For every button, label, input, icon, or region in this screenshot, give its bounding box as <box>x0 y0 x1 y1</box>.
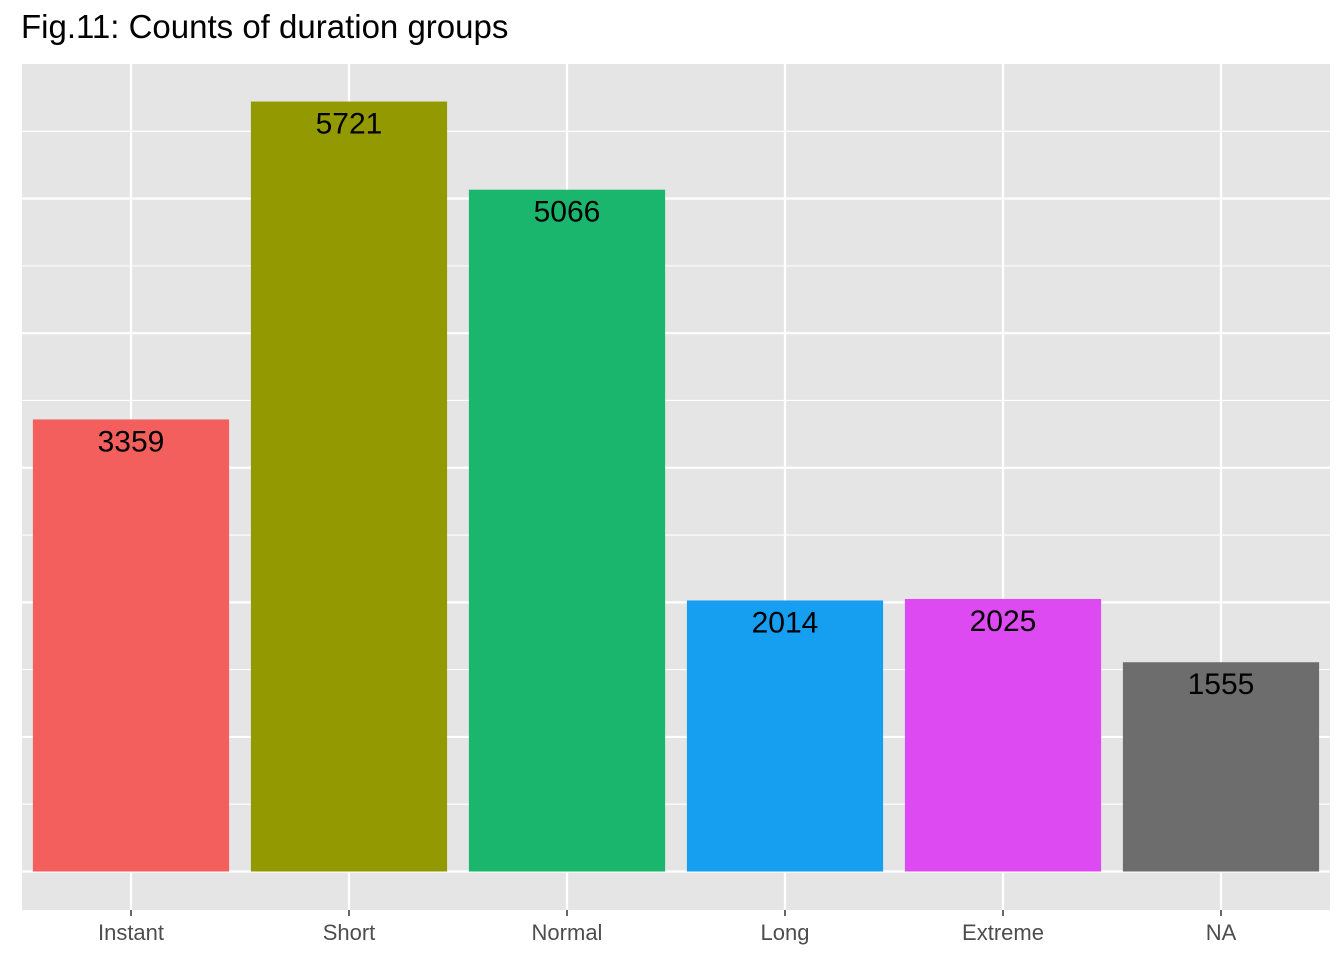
data-label: 5066 <box>534 196 601 229</box>
bar-na <box>1122 662 1320 872</box>
x-tick-label: Extreme <box>962 920 1044 945</box>
x-tick-label: Instant <box>98 920 164 945</box>
bar-normal <box>468 189 666 872</box>
data-label: 2014 <box>752 606 819 639</box>
data-label: 2025 <box>970 605 1037 638</box>
bar-short <box>250 101 448 872</box>
x-tick-label: Short <box>323 920 376 945</box>
data-label: 5721 <box>316 108 383 141</box>
data-label: 3359 <box>98 425 165 458</box>
x-tick-label: NA <box>1206 920 1237 945</box>
bar-extreme <box>904 598 1102 872</box>
x-tick-label: Normal <box>532 920 603 945</box>
bar-instant <box>32 419 230 872</box>
chart-title: Fig.11: Counts of duration groups <box>21 8 509 45</box>
plot-panel <box>22 64 1330 910</box>
bar-long <box>686 600 884 872</box>
x-tick-label: Long <box>761 920 810 945</box>
data-label: 1555 <box>1188 668 1255 701</box>
